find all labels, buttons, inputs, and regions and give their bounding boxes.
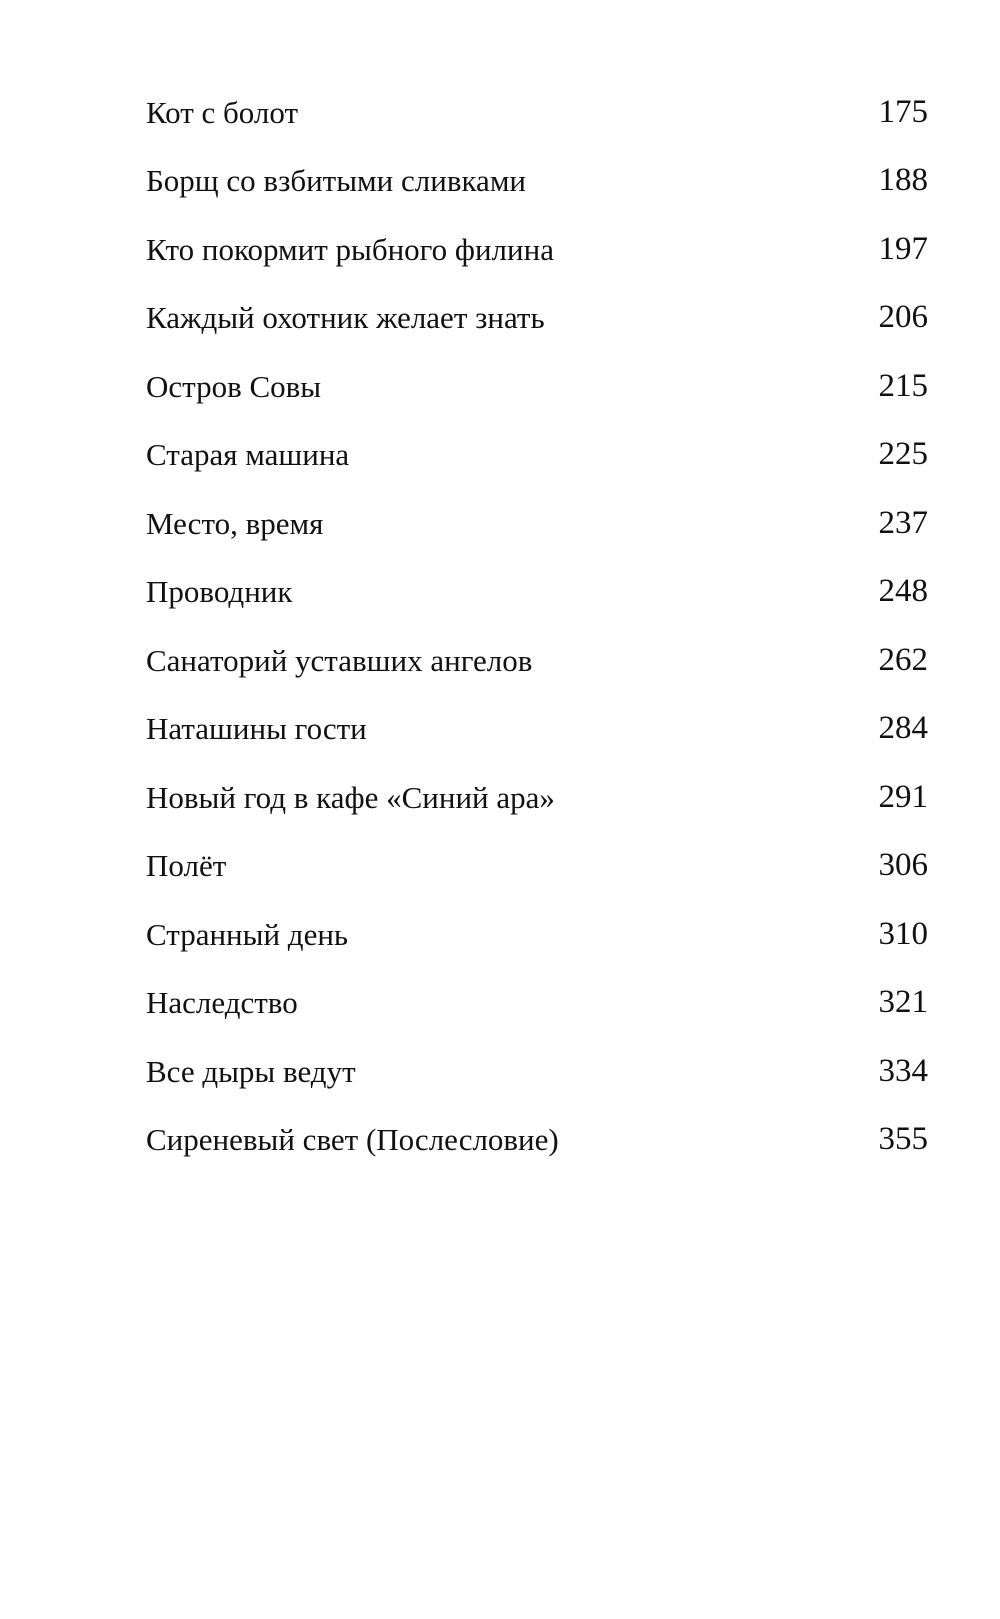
- toc-entry: Полёт 306: [146, 832, 928, 901]
- table-of-contents: Кот с болот 175 Борщ со взбитыми сливками 1…: [146, 78, 928, 1174]
- toc-entry: Сиреневый свет (Послесловие) 355: [146, 1106, 928, 1175]
- toc-entry-page: 291: [878, 778, 929, 815]
- toc-entry-page: 262: [878, 641, 929, 678]
- toc-entry-page: 197: [878, 230, 929, 267]
- toc-entry-title: Место, время: [146, 505, 324, 541]
- toc-entry-title: Санаторий уставших ангелов: [146, 642, 533, 678]
- toc-entry-title: Сиреневый свет (Послесловие): [146, 1122, 559, 1158]
- toc-entry-page: 215: [878, 367, 929, 404]
- toc-entry: Каждый охотник желает знать 206: [146, 284, 928, 353]
- toc-entry-page: 248: [878, 573, 929, 610]
- toc-entry: Наташины гости 284: [146, 695, 928, 764]
- toc-entry-title: Все дыры ведут: [146, 1053, 356, 1089]
- toc-entry-page: 175: [878, 93, 929, 130]
- toc-entry: Наследство 321: [146, 969, 928, 1038]
- toc-entry: Остров Совы 215: [146, 352, 928, 421]
- toc-entry: Борщ со взбитыми сливками 188: [146, 147, 928, 216]
- toc-entry-title: Кто покормит рыбного филина: [146, 231, 554, 267]
- toc-entry: Кто покормит рыбного филина 197: [146, 215, 928, 284]
- toc-entry-title: Кот с болот: [146, 94, 299, 130]
- toc-entry: Санаторий уставших ангелов 262: [146, 626, 928, 695]
- toc-entry-title: Каждый охотник желает знать: [146, 300, 545, 336]
- toc-entry: Странный день 310: [146, 900, 928, 969]
- toc-entry-page: 355: [878, 1121, 929, 1158]
- toc-entry: Старая машина 225: [146, 421, 928, 490]
- toc-entry-page: 310: [878, 915, 929, 952]
- toc-entry-page: 188: [878, 162, 929, 199]
- toc-entry-title: Старая машина: [146, 437, 350, 473]
- toc-entry-title: Борщ со взбитыми сливками: [146, 163, 527, 199]
- toc-entry-title: Наследство: [146, 985, 298, 1021]
- toc-entry: Все дыры ведут 334: [146, 1037, 928, 1106]
- toc-entry-title: Полёт: [146, 848, 227, 884]
- toc-entry: Место, время 237: [146, 489, 928, 558]
- toc-entry-title: Остров Совы: [146, 368, 322, 404]
- toc-entry-page: 225: [878, 436, 929, 473]
- toc-entry-title: Наташины гости: [146, 711, 367, 747]
- toc-entry-page: 334: [878, 1052, 929, 1089]
- toc-entry-title: Проводник: [146, 574, 293, 610]
- toc-entry-title: Странный день: [146, 916, 349, 952]
- toc-entry: Новый год в кафе «Синий ара» 291: [146, 763, 928, 832]
- toc-entry-page: 306: [878, 847, 929, 884]
- toc-entry-page: 284: [878, 710, 929, 747]
- toc-entry-page: 206: [878, 299, 929, 336]
- toc-entry: Проводник 248: [146, 558, 928, 627]
- toc-entry: Кот с болот 175: [146, 78, 928, 147]
- toc-entry-page: 237: [878, 504, 929, 541]
- toc-entry-title: Новый год в кафе «Синий ара»: [146, 779, 555, 815]
- toc-entry-page: 321: [878, 984, 929, 1021]
